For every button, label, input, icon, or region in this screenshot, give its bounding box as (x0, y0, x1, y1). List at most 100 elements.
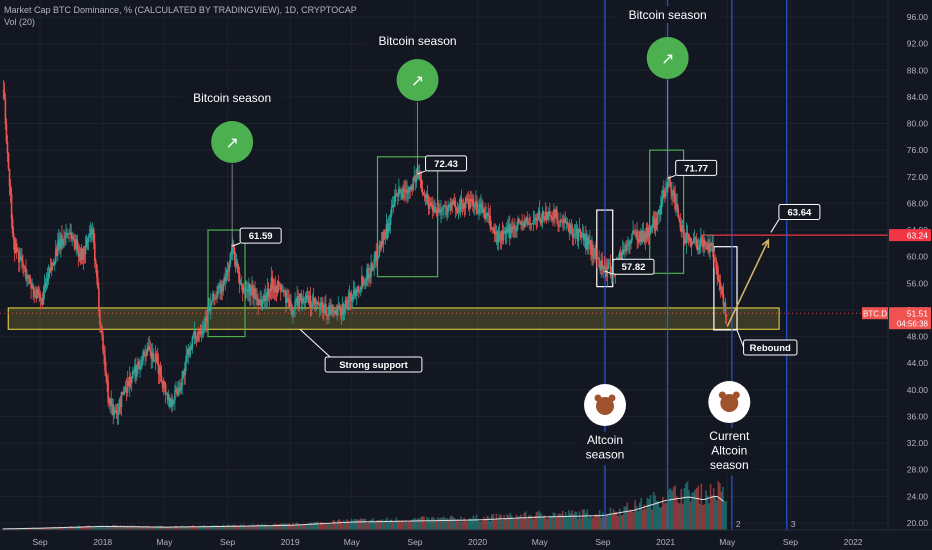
candle-body (26, 278, 28, 280)
candle-body (309, 295, 312, 308)
volume-bar (646, 497, 649, 530)
candle-body (139, 366, 141, 370)
volume-bar (461, 521, 464, 530)
candle-body (679, 220, 682, 229)
candle-body (37, 289, 40, 294)
volume-bar (663, 503, 666, 530)
volume-bar (706, 495, 709, 530)
volume-bar (27, 527, 29, 530)
candle-body (589, 240, 591, 242)
volume-bar (392, 521, 394, 530)
candle-body (286, 297, 288, 303)
candle-body (109, 398, 111, 404)
candle-body (689, 237, 692, 247)
candle-body (455, 207, 458, 211)
candle-body (149, 349, 152, 352)
candle-body (397, 193, 399, 197)
volume-bar (178, 526, 180, 530)
range-box (649, 149, 685, 274)
candle-body (680, 228, 683, 233)
volume-bar (125, 525, 128, 530)
volume-bar (303, 523, 305, 530)
candle-body (325, 304, 327, 315)
candle-body (555, 209, 557, 217)
candle-body (78, 252, 81, 257)
volume-bar (215, 526, 217, 530)
candle-body (323, 310, 325, 314)
peak-label: 63.64 (778, 203, 821, 220)
candle-body (650, 227, 653, 229)
volume-bar (443, 516, 445, 530)
candle-body (313, 297, 316, 304)
candle-body (322, 305, 324, 311)
peak-label-box (675, 159, 718, 176)
candle-body (129, 376, 132, 384)
candle-body (564, 218, 567, 223)
volume-bar (54, 527, 57, 530)
candle-body (331, 305, 333, 308)
candle-body (662, 189, 664, 199)
volume-bar (336, 520, 339, 530)
candle-body (128, 376, 131, 387)
candle-body (59, 239, 61, 249)
volume-bar (397, 520, 399, 530)
candle-body (422, 192, 425, 196)
volume-bar (165, 527, 168, 530)
candle-body (710, 243, 712, 246)
volume-bar (671, 490, 673, 530)
candle-body (533, 219, 536, 221)
candle-body (70, 232, 72, 240)
volume-bar (105, 525, 108, 530)
candle-body (420, 178, 423, 189)
candle-body (682, 225, 685, 238)
candle-body (85, 239, 88, 246)
candle-body (354, 289, 357, 296)
candle-body (527, 221, 530, 225)
volume-bar (376, 520, 379, 530)
volume-bar (464, 519, 467, 530)
candle-body (668, 176, 670, 187)
vertical-marker-label: 3 (791, 519, 796, 529)
candle-body (461, 202, 464, 209)
candle-body (468, 199, 471, 209)
volume-bar (401, 519, 404, 530)
candle-body (270, 277, 273, 292)
volume-bar (540, 513, 542, 530)
candle-body (453, 200, 456, 202)
candle-body (556, 209, 558, 221)
y-tick-label: 36.00 (907, 411, 929, 421)
volume-bar (534, 515, 536, 530)
candle-body (182, 370, 184, 378)
volume-bar (591, 517, 593, 530)
candle-body (16, 251, 19, 252)
candle-body (93, 243, 96, 261)
candle-body (549, 211, 551, 216)
bear-ear-left (718, 391, 726, 399)
volume-bar (258, 524, 260, 530)
x-tick-label: Sep (407, 537, 422, 547)
candle-body (624, 250, 626, 252)
volume-bar (511, 515, 513, 530)
candle-body (443, 205, 445, 208)
candle-body (477, 213, 479, 215)
volume-bar (548, 518, 550, 530)
volume-bar (546, 518, 549, 530)
candle-body (133, 371, 135, 373)
volume-bar (520, 514, 522, 530)
volume-bar (67, 527, 69, 530)
volume-bar (466, 521, 468, 530)
candle-body (570, 224, 573, 230)
candle-body (514, 225, 516, 228)
candle-body (529, 223, 532, 225)
volume-bar (551, 516, 553, 530)
candle-body (288, 298, 290, 308)
volume-bar (384, 519, 387, 530)
candle-body (238, 273, 241, 285)
volume-bar (674, 485, 676, 530)
candle-body (706, 243, 708, 250)
volume-bar (162, 526, 165, 530)
candle-body (186, 355, 189, 357)
volume-bar (116, 525, 119, 530)
candle-body (544, 211, 547, 221)
